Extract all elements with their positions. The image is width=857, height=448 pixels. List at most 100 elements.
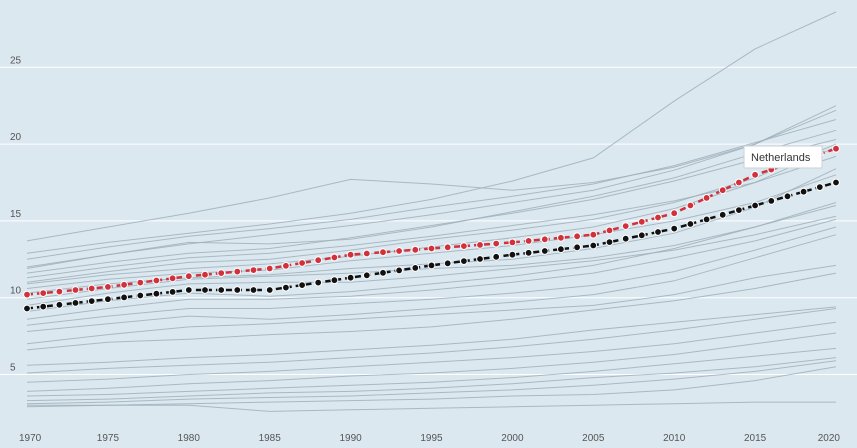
- netherlands-series-point: [23, 290, 31, 299]
- background-series-line-5: [26, 129, 837, 269]
- average-series-point: [492, 252, 501, 261]
- background-series-lines: [26, 11, 837, 412]
- netherlands-series-point: [427, 244, 436, 253]
- series-label-netherlands: Netherlands: [743, 145, 823, 169]
- y-tick-label: 10: [10, 286, 22, 297]
- average-series-point: [735, 206, 743, 215]
- average-series-point: [573, 243, 581, 252]
- average-series-point: [233, 286, 242, 294]
- netherlands-series-point: [104, 283, 112, 291]
- netherlands-series-point: [540, 235, 549, 244]
- background-series-line-23: [26, 332, 837, 392]
- average-series-point: [621, 234, 630, 243]
- average-series-point: [751, 201, 759, 210]
- x-tick-label: 2000: [501, 433, 524, 444]
- average-series-point: [460, 257, 468, 266]
- average-series-point: [540, 247, 549, 255]
- average-series-line: [26, 181, 837, 310]
- background-series-line-26: [26, 360, 837, 405]
- x-tick-label: 2020: [818, 433, 841, 444]
- average-series-point: [443, 259, 452, 268]
- netherlands-series-point: [152, 276, 161, 285]
- average-series-point: [104, 295, 112, 304]
- background-series-line-17: [26, 234, 837, 332]
- background-series-line-15: [26, 218, 837, 320]
- netherlands-series-point: [184, 272, 193, 281]
- background-series-line-8: [26, 143, 837, 283]
- y-tick-label: 25: [10, 55, 22, 66]
- average-series-point: [217, 286, 226, 294]
- netherlands-series-point: [476, 241, 484, 249]
- netherlands-series-point: [637, 217, 646, 226]
- netherlands-series-point: [621, 222, 630, 231]
- background-series-line-21: [26, 308, 837, 374]
- netherlands-series-point: [120, 280, 128, 289]
- netherlands-series-point: [379, 248, 387, 257]
- netherlands-series-point: [168, 274, 177, 283]
- netherlands-series-point: [249, 266, 258, 275]
- netherlands-series-point: [346, 250, 355, 259]
- average-series-point: [184, 286, 193, 294]
- netherlands-series-point: [330, 253, 339, 262]
- y-tick-label: 15: [10, 209, 22, 220]
- netherlands-series-point: [71, 286, 80, 294]
- netherlands-series-point: [201, 270, 209, 279]
- average-series-point: [832, 178, 840, 187]
- average-series-point: [476, 255, 484, 263]
- netherlands-series-point: [217, 269, 226, 278]
- average-series-point: [767, 197, 776, 205]
- netherlands-series-point: [87, 284, 96, 293]
- average-series-point: [39, 302, 48, 311]
- netherlands-series-point: [362, 249, 371, 258]
- netherlands-series-point: [136, 278, 145, 287]
- background-series-line-13: [26, 215, 837, 306]
- average-series-point: [799, 187, 808, 196]
- netherlands-series-point: [573, 232, 581, 241]
- y-axis-tick-labels: 5 10 15 20 25: [10, 55, 22, 373]
- average-series-point: [314, 278, 323, 287]
- netherlands-series-point: [314, 256, 323, 265]
- x-tick-label: 2010: [663, 433, 686, 444]
- average-series-point: [702, 215, 711, 224]
- x-tick-label: 1995: [420, 433, 443, 444]
- netherlands-series-point: [233, 267, 242, 276]
- background-series-line-24: [26, 347, 837, 397]
- netherlands-series-line: [26, 147, 837, 296]
- average-series-point: [282, 283, 290, 292]
- background-series-line-19: [26, 272, 837, 351]
- netherlands-series-point: [39, 289, 48, 298]
- netherlands-series-point: [298, 259, 307, 267]
- average-series-point: [249, 286, 258, 294]
- average-series-point: [783, 192, 792, 201]
- background-series-line-20: [26, 306, 837, 366]
- x-tick-label: 1980: [178, 433, 201, 444]
- x-tick-label: 1975: [97, 433, 120, 444]
- netherlands-series-point: [735, 178, 743, 187]
- background-series-line-3: [26, 119, 837, 260]
- average-series-point: [379, 268, 387, 277]
- average-series-point: [686, 220, 695, 228]
- background-series-line-25: [26, 357, 837, 402]
- average-series-point: [120, 293, 128, 302]
- average-series-point: [152, 289, 161, 298]
- netherlands-series-point: [605, 226, 614, 235]
- average-series-point: [411, 264, 420, 272]
- netherlands-series-point: [557, 233, 565, 242]
- background-series-line-4: [26, 109, 837, 268]
- average-series-point: [427, 261, 436, 270]
- background-series-line-14: [26, 202, 837, 312]
- series-label-text: Netherlands: [751, 152, 811, 164]
- background-series-line-16: [26, 226, 837, 326]
- netherlands-series-point: [524, 237, 533, 245]
- y-tick-label: 5: [10, 363, 16, 374]
- average-series-point: [71, 299, 80, 307]
- netherlands-series-point: [686, 201, 695, 210]
- background-series-line-10: [26, 174, 837, 289]
- average-series-point: [23, 304, 31, 313]
- netherlands-series-point: [670, 209, 679, 218]
- netherlands-series-point: [589, 230, 598, 239]
- netherlands-series-point: [55, 287, 64, 296]
- average-series-point: [298, 281, 307, 290]
- average-series-point: [589, 241, 598, 250]
